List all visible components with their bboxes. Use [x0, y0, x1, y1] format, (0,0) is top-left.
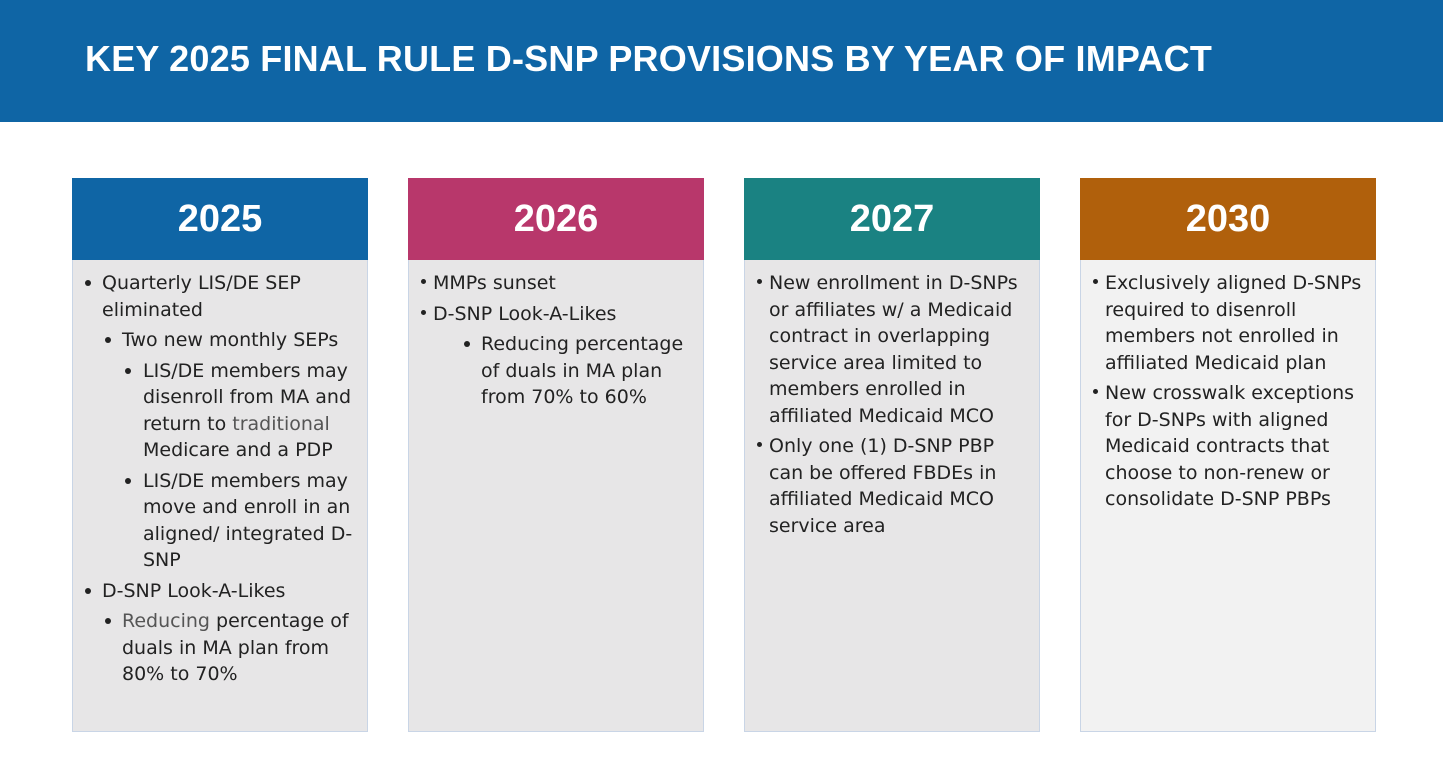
- list-item: D-SNP Look-A-Likes: [409, 301, 703, 328]
- title-banner: KEY 2025 FINAL RULE D-SNP PROVISIONS BY …: [0, 0, 1443, 122]
- item-text: Medicare and a PDP: [143, 439, 333, 461]
- column-body: Exclusively aligned D-SNPs required to d…: [1080, 260, 1376, 732]
- column-body: MMPs sunset D-SNP Look-A-Likes Reducing …: [408, 260, 704, 732]
- list-item: Exclusively aligned D-SNPs required to d…: [1081, 270, 1375, 376]
- provision-list: Quarterly LIS/DE SEP eliminated Two new …: [73, 270, 367, 688]
- year-header: 2025: [72, 178, 368, 260]
- list-item: Quarterly LIS/DE SEP eliminated: [73, 270, 367, 323]
- item-text-light: traditional: [232, 412, 330, 435]
- column-2030: 2030 Exclusively aligned D-SNPs required…: [1080, 178, 1376, 732]
- page-title: KEY 2025 FINAL RULE D-SNP PROVISIONS BY …: [85, 38, 1213, 79]
- column-body: Quarterly LIS/DE SEP eliminated Two new …: [72, 260, 368, 732]
- list-item: LIS/DE members may disenroll from MA and…: [73, 358, 367, 464]
- list-item: LIS/DE members may move and enroll in an…: [73, 468, 367, 574]
- list-item: MMPs sunset: [409, 270, 703, 297]
- item-text: LIS/DE members may disenroll from MA and…: [143, 359, 352, 435]
- list-item: New crosswalk exceptions for D-SNPs with…: [1081, 380, 1375, 513]
- list-item: Reducing percentage of duals in MA plan …: [409, 331, 703, 411]
- column-2025: 2025 Quarterly LIS/DE SEP eliminated Two…: [72, 178, 368, 732]
- column-2027: 2027 New enrollment in D-SNPs or affilia…: [744, 178, 1040, 732]
- year-header: 2027: [744, 178, 1040, 260]
- year-header: 2030: [1080, 178, 1376, 260]
- list-item: Two new monthly SEPs: [73, 327, 367, 354]
- column-2026: 2026 MMPs sunset D-SNP Look-A-Likes Redu…: [408, 178, 704, 732]
- column-body: New enrollment in D-SNPs or affiliates w…: [744, 260, 1040, 732]
- year-header: 2026: [408, 178, 704, 260]
- list-item: D-SNP Look-A-Likes: [73, 578, 367, 605]
- provision-list: Exclusively aligned D-SNPs required to d…: [1081, 270, 1375, 513]
- list-item: Reducing percentage of duals in MA plan …: [73, 608, 367, 688]
- list-item: New enrollment in D-SNPs or affiliates w…: [745, 270, 1039, 429]
- item-text: percentage of duals in MA plan from 80% …: [122, 610, 349, 685]
- provision-list: MMPs sunset D-SNP Look-A-Likes Reducing …: [409, 270, 703, 411]
- list-item: Only one (1) D-SNP PBP can be offered FB…: [745, 433, 1039, 539]
- item-text-light: Reducing: [122, 610, 210, 632]
- provision-list: New enrollment in D-SNPs or affiliates w…: [745, 270, 1039, 539]
